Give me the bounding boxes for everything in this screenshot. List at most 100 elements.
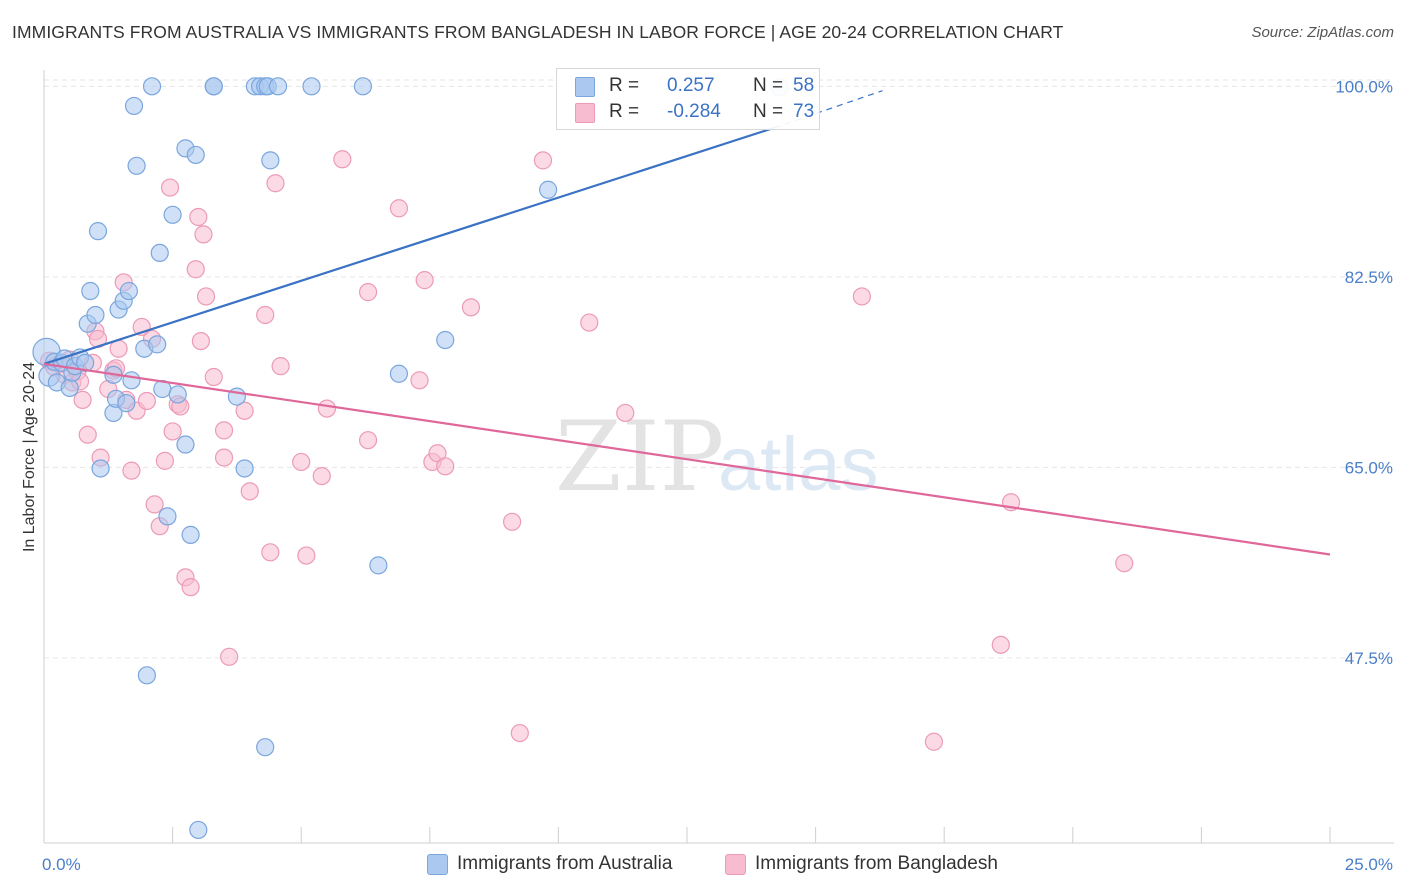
australia-point bbox=[124, 96, 144, 116]
australia-point bbox=[88, 222, 108, 241]
n-label: N = bbox=[753, 101, 784, 122]
chart-title: IMMIGRANTS FROM AUSTRALIA VS IMMIGRANTS … bbox=[12, 22, 1064, 42]
bangladesh-swatch bbox=[725, 854, 746, 875]
watermark: ZIP atlas bbox=[555, 401, 879, 513]
data-points bbox=[32, 77, 1134, 840]
australia-point bbox=[436, 330, 455, 350]
y-tick-label: 82.5% bbox=[1345, 268, 1393, 287]
australia-point bbox=[181, 525, 200, 544]
bangladesh-point bbox=[163, 422, 182, 441]
australia-point bbox=[122, 371, 141, 390]
australia-point bbox=[86, 305, 105, 325]
bangladesh-point bbox=[78, 425, 97, 444]
australia-swatch bbox=[427, 854, 448, 875]
watermark-zip: ZIP bbox=[555, 401, 724, 513]
bangladesh-point bbox=[145, 495, 164, 514]
bangladesh-point bbox=[194, 225, 213, 244]
bangladesh-point bbox=[137, 391, 156, 411]
grid-lines bbox=[44, 79, 1394, 659]
bangladesh-point bbox=[292, 452, 311, 472]
n-label: N = bbox=[753, 75, 784, 96]
bangladesh-point bbox=[189, 207, 208, 227]
australia-point bbox=[261, 151, 280, 170]
bangladesh-point bbox=[415, 271, 434, 290]
australia-point bbox=[302, 77, 321, 96]
australia-point bbox=[81, 281, 100, 301]
trend-lines bbox=[43, 90, 1331, 556]
bangladesh-point bbox=[924, 732, 944, 751]
australia-point bbox=[163, 205, 182, 224]
australia-trend-line bbox=[43, 126, 775, 366]
legend-label: Immigrants from Bangladesh bbox=[755, 853, 998, 874]
bangladesh-point bbox=[580, 313, 599, 332]
australia-trend-extension bbox=[774, 90, 883, 129]
australia-point bbox=[268, 77, 288, 96]
bangladesh-point bbox=[122, 461, 141, 480]
australia-point bbox=[256, 738, 275, 757]
australia-point bbox=[176, 435, 195, 454]
bangladesh-point bbox=[317, 399, 337, 418]
bangladesh-point bbox=[240, 482, 259, 501]
legend-label: Immigrants from Australia bbox=[457, 853, 673, 874]
bangladesh-point bbox=[533, 151, 553, 170]
australia-point bbox=[189, 820, 208, 840]
r-value: -0.284 bbox=[667, 101, 721, 122]
australia-point bbox=[539, 180, 558, 199]
bangladesh-point bbox=[261, 543, 280, 562]
x-tick-label: 25.0% bbox=[1345, 855, 1393, 874]
bangladesh-point bbox=[358, 431, 378, 450]
australia-point bbox=[148, 335, 167, 354]
bangladesh-point bbox=[358, 283, 378, 302]
bangladesh-point bbox=[196, 287, 216, 306]
r-label: R = bbox=[609, 101, 640, 122]
r-value: 0.257 bbox=[667, 75, 715, 96]
n-value: 73 bbox=[793, 101, 815, 122]
bangladesh-point bbox=[616, 403, 635, 423]
bangladesh-point bbox=[155, 451, 174, 470]
axes bbox=[43, 70, 1394, 844]
bangladesh-point bbox=[181, 578, 200, 597]
australia-point bbox=[60, 378, 79, 398]
australia-point bbox=[235, 459, 254, 478]
bangladesh-point bbox=[389, 199, 409, 218]
australia-point bbox=[369, 556, 388, 575]
n-value: 58 bbox=[793, 75, 815, 96]
y-axis-label: In Labor Force | Age 20-24 bbox=[21, 362, 38, 552]
r-label: R = bbox=[609, 75, 640, 96]
australia-point bbox=[168, 385, 187, 404]
bangladesh-point bbox=[214, 448, 234, 467]
y-tick-label: 47.5% bbox=[1345, 649, 1393, 668]
bangladesh-point bbox=[297, 546, 316, 565]
bangladesh-point bbox=[852, 287, 871, 306]
bangladesh-point bbox=[186, 260, 205, 279]
bangladesh-point bbox=[256, 305, 275, 325]
australia-point bbox=[91, 459, 110, 478]
australia-point bbox=[119, 281, 138, 301]
bangladesh-point bbox=[510, 723, 529, 743]
bangladesh-point bbox=[271, 357, 290, 376]
bangladesh-point bbox=[220, 647, 239, 666]
series-legend: Immigrants from Australia Immigrants fro… bbox=[0, 852, 1406, 878]
bangladesh-point bbox=[191, 331, 210, 351]
bangladesh-point bbox=[991, 635, 1010, 654]
australia-point bbox=[127, 156, 146, 175]
australia-point bbox=[204, 77, 223, 96]
australia-point bbox=[117, 394, 136, 413]
bangladesh-point bbox=[160, 178, 180, 197]
australia-point bbox=[76, 353, 95, 372]
bangladesh-point bbox=[503, 512, 522, 531]
bangladesh-point bbox=[436, 457, 455, 476]
bangladesh-point bbox=[312, 466, 331, 486]
bangladesh-point bbox=[461, 298, 481, 317]
bangladesh-point bbox=[1115, 554, 1134, 573]
bangladesh-point bbox=[266, 174, 285, 193]
bangladesh-point bbox=[235, 401, 254, 420]
bangladesh-swatch bbox=[575, 103, 595, 123]
stats-legend: R = 0.257 N = 58 R = -0.284 N = 73 bbox=[556, 68, 820, 130]
australia-point bbox=[389, 364, 409, 383]
bangladesh-point bbox=[73, 390, 92, 409]
australia-point bbox=[137, 666, 156, 685]
bangladesh-point bbox=[410, 371, 429, 390]
australia-swatch bbox=[575, 77, 595, 97]
